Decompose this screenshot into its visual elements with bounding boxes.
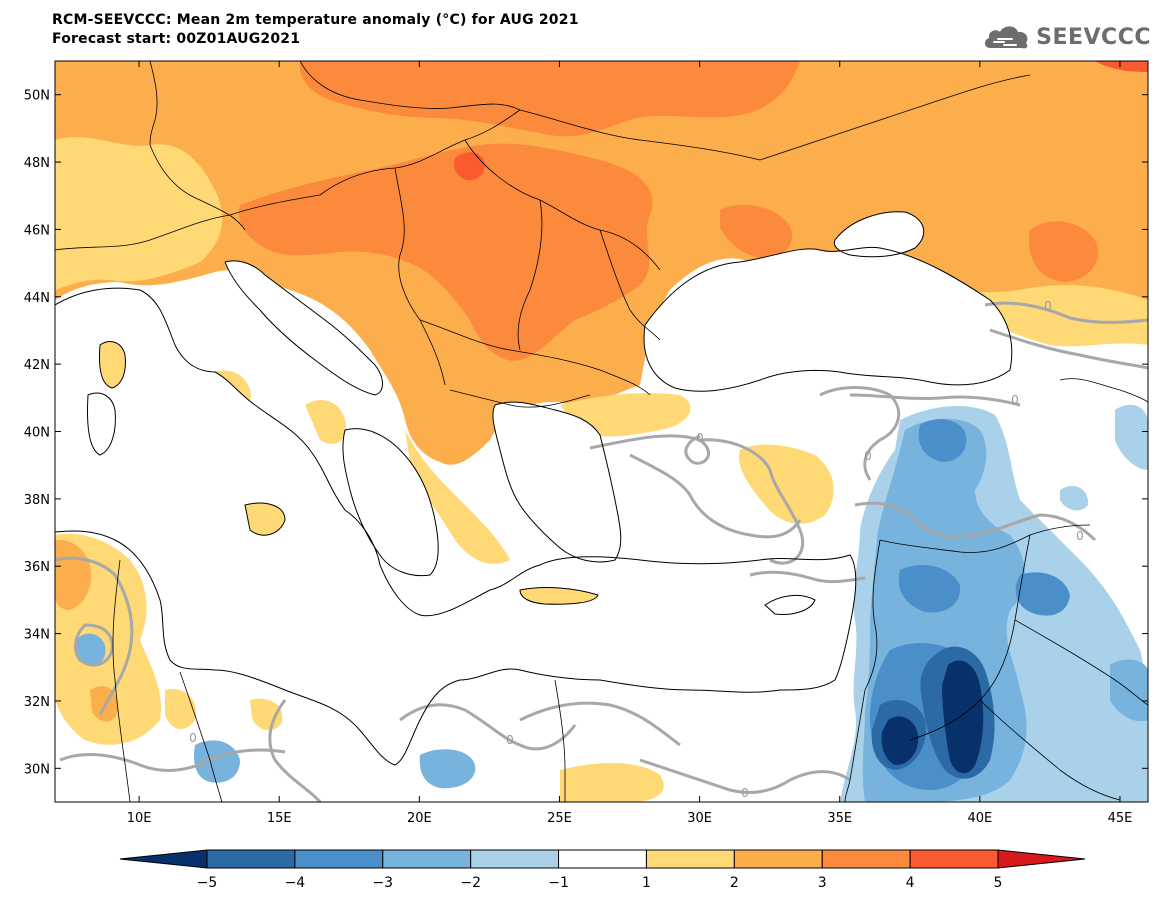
colorbar: −5 −4 −3 −2 −1 1 2 3 4 5 (119, 849, 1086, 891)
colorbar-box (470, 849, 560, 869)
hot-spot-hungary (454, 152, 485, 181)
colorbar-label: −5 (197, 875, 218, 891)
contour-label: 0 (1076, 529, 1084, 543)
contour-label: 0 (696, 431, 704, 445)
colorbar-label: −2 (460, 875, 481, 891)
contour-label: 0 (1011, 393, 1019, 407)
contour-label: 0 (741, 786, 749, 800)
colorbar-box (909, 849, 999, 869)
warm-italy (205, 370, 346, 536)
colorbar-arrow-low (119, 849, 208, 869)
colorbar-label: 4 (906, 875, 915, 891)
lon-tick-label: 15E (267, 811, 292, 826)
cloud-icon (985, 26, 1028, 49)
colorbar-label: 3 (818, 875, 827, 891)
warm-tunisia-core (55, 539, 119, 722)
lat-tick-label: 40N (24, 426, 50, 441)
contour-label: 0 (864, 449, 872, 463)
contour-label: 0 (506, 733, 514, 747)
chart-title: RCM-SEEVCCC: Mean 2m temperature anomaly… (52, 12, 579, 28)
logo-text: SEEVCCC (1036, 24, 1151, 50)
colorbar-label: 2 (730, 875, 739, 891)
lat-ticks: 30N 32N 34N 36N 38N 40N 42N 44N 46N 48N 50N (24, 89, 1148, 777)
lat-tick-label: 34N (24, 628, 50, 643)
cold-region-l1b (1060, 404, 1148, 511)
colorbar-label: 5 (994, 875, 1003, 891)
contour-label: 0 (1044, 299, 1052, 313)
chart-title-block: RCM-SEEVCCC: Mean 2m temperature anomaly… (52, 11, 579, 49)
colorbar-label: 1 (642, 875, 651, 891)
lon-tick-label: 20E (407, 811, 432, 826)
colorbar-box (294, 849, 384, 869)
lat-tick-label: 30N (24, 762, 50, 777)
lon-tick-label: 25E (547, 811, 572, 826)
colorbar-box (733, 849, 823, 869)
warm-fringe-greece (405, 430, 510, 564)
country-borders (55, 61, 1148, 802)
lat-tick-label: 46N (24, 223, 50, 238)
zero-contours (55, 301, 1148, 802)
warm-core (238, 143, 653, 361)
cold-region-l5 (881, 660, 984, 774)
forecast-start: Forecast start: 00Z01AUG2021 (52, 31, 301, 47)
lat-tick-label: 50N (24, 89, 50, 104)
lon-ticks: 10E 15E 20E 25E 30E 35E 40E 45E (127, 61, 1133, 826)
lon-tick-label: 35E (827, 811, 852, 826)
lon-tick-label: 10E (127, 811, 152, 826)
warm-turkey-2 (738, 444, 834, 524)
warm-fringe-west (55, 137, 223, 290)
warm-turkey-1 (560, 393, 691, 437)
warm-core-north (299, 61, 800, 137)
lon-tick-label: 45E (1108, 811, 1133, 826)
lat-tick-label: 38N (24, 493, 50, 508)
warm-libya (165, 689, 664, 802)
lon-tick-label: 40E (967, 811, 992, 826)
cold-region-l3 (870, 419, 1070, 790)
lat-tick-label: 32N (24, 695, 50, 710)
map-field (55, 61, 1148, 802)
islands (87, 341, 815, 615)
lat-tick-label: 36N (24, 560, 50, 575)
colorbar-box (206, 849, 296, 869)
colorbar-box (382, 849, 472, 869)
seevccc-logo: SEEVCCC (982, 22, 1151, 52)
lat-tick-label: 48N (24, 156, 50, 171)
colorbar-box (558, 849, 647, 869)
colorbar-box (645, 849, 735, 869)
hot-spot-ne (1095, 61, 1148, 72)
colorbar-label: −1 (548, 875, 569, 891)
cold-tunisia (75, 633, 106, 666)
contour-labels: 0 0 0 0 0 0 0 0 (189, 299, 1084, 800)
lat-tick-label: 42N (24, 358, 50, 373)
warm-core-east (720, 204, 1099, 282)
cold-region-l2b (193, 659, 1148, 789)
sea-mask (55, 211, 1012, 765)
colorbar-arrow-high (997, 849, 1086, 869)
colorbar-box (821, 849, 911, 869)
lon-tick-label: 30E (687, 811, 712, 826)
contour-label: 0 (189, 731, 197, 745)
colorbar-label: −4 (285, 875, 306, 891)
coastlines (55, 211, 1013, 766)
lat-tick-label: 44N (24, 291, 50, 306)
colorbar-label: −3 (372, 875, 393, 891)
